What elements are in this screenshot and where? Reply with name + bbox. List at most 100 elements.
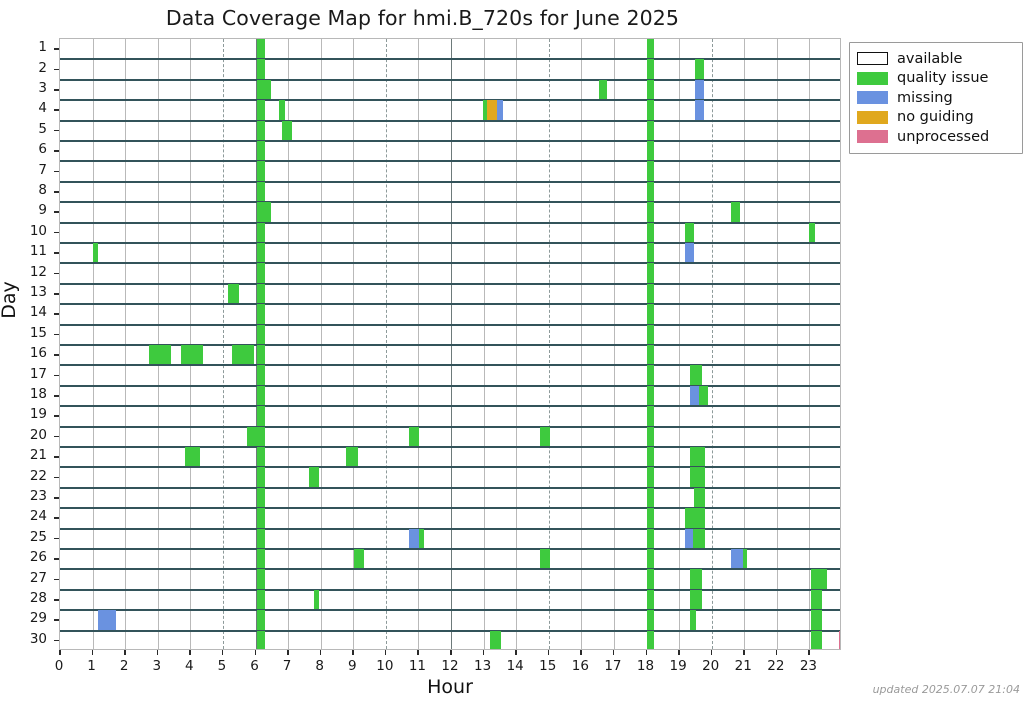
- coverage-cell: [409, 426, 420, 446]
- coverage-cell: [646, 100, 654, 120]
- legend-item[interactable]: available: [857, 49, 1014, 69]
- gridline-horizontal: [60, 262, 840, 265]
- x-axis-tick-mark: [287, 650, 289, 655]
- coverage-cell: [646, 610, 654, 630]
- coverage-cell: [646, 59, 654, 79]
- coverage-cell: [482, 100, 488, 120]
- y-axis-tick-label: 23: [29, 488, 47, 504]
- coverage-cell: [409, 528, 420, 548]
- coverage-cell: [257, 426, 266, 446]
- coverage-cell: [692, 528, 706, 548]
- x-axis-tick-label: 20: [702, 658, 720, 674]
- coverage-cell: [811, 630, 823, 649]
- y-axis-tick-label: 9: [38, 202, 47, 219]
- coverage-cell: [257, 569, 266, 589]
- legend-item[interactable]: quality issue: [857, 69, 1014, 89]
- x-axis-tick-mark: [808, 650, 810, 655]
- y-axis-tick-label: 5: [38, 120, 47, 137]
- coverage-cell: [185, 447, 201, 467]
- x-axis-tick-label: 23: [799, 658, 817, 674]
- y-axis-tick-mark: [54, 578, 59, 581]
- y-axis-tick-mark: [54, 211, 59, 213]
- coverage-cell: [257, 141, 266, 161]
- legend-item[interactable]: unprocessed: [857, 127, 1014, 147]
- y-axis-tick-label: 13: [29, 284, 47, 300]
- gridline-horizontal: [60, 344, 840, 346]
- x-axis-tick-label: 4: [185, 658, 194, 674]
- legend-swatch: [857, 110, 888, 124]
- gridline-horizontal: [60, 364, 840, 367]
- coverage-cell: [646, 222, 654, 242]
- heatmap-plot-area[interactable]: [59, 38, 841, 650]
- coverage-cell: [257, 365, 266, 385]
- coverage-cell: [257, 243, 266, 263]
- x-axis-tick-mark: [775, 650, 778, 655]
- legend-item[interactable]: no guiding: [857, 108, 1014, 128]
- coverage-cell: [646, 589, 654, 610]
- coverage-cell: [811, 569, 828, 589]
- coverage-cell: [646, 508, 654, 528]
- y-axis-tick-mark: [54, 619, 59, 621]
- coverage-cell: [257, 487, 266, 508]
- coverage-cell: [309, 467, 320, 487]
- coverage-cell: [646, 528, 654, 548]
- y-axis-tick-label: 11: [29, 243, 47, 260]
- gridline-horizontal: [60, 242, 840, 244]
- x-axis-tick-mark: [450, 650, 452, 655]
- y-axis-tick-label: 18: [29, 386, 47, 402]
- y-axis-tick-label: 12: [29, 263, 47, 280]
- y-axis-tick-label: 22: [29, 467, 47, 484]
- coverage-cell: [684, 222, 694, 242]
- coverage-cell: [646, 467, 654, 487]
- x-axis-tick-mark: [547, 650, 550, 655]
- legend-item[interactable]: missing: [857, 88, 1014, 108]
- coverage-cell: [646, 161, 654, 181]
- x-axis-tick-label: 14: [506, 658, 524, 674]
- gridline-horizontal: [60, 425, 840, 428]
- heatmap-canvas: [60, 39, 840, 649]
- legend-item-label: quality issue: [897, 70, 989, 86]
- gridline-horizontal: [60, 58, 840, 61]
- x-axis-tick-mark: [254, 650, 256, 655]
- coverage-cell: [646, 120, 654, 140]
- coverage-cell: [247, 426, 258, 446]
- x-axis-tick-label: 21: [734, 658, 752, 674]
- gridline-horizontal: [60, 588, 840, 591]
- coverage-cell: [646, 141, 654, 161]
- x-axis-tick-label: 2: [119, 658, 129, 674]
- x-axis-tick-mark: [743, 650, 745, 655]
- x-axis-tick-mark: [678, 650, 680, 655]
- coverage-cell: [684, 243, 694, 263]
- y-axis-tick-label: 27: [29, 569, 47, 586]
- coverage-cell: [257, 79, 272, 100]
- y-axis-tick-label: 29: [29, 610, 47, 627]
- coverage-cell: [257, 304, 266, 324]
- gridline-horizontal: [60, 201, 840, 204]
- y-axis-tick-label: 25: [29, 528, 47, 545]
- coverage-cell: [257, 202, 272, 222]
- gridline-horizontal: [60, 486, 840, 489]
- y-axis-tick-mark: [54, 68, 59, 71]
- y-axis-tick-label: 30: [29, 630, 47, 647]
- coverage-cell: [257, 345, 266, 365]
- x-axis-tick-mark: [189, 650, 191, 655]
- coverage-cell: [419, 528, 425, 548]
- y-axis-tick-mark: [54, 272, 59, 275]
- coverage-cell: [646, 549, 654, 569]
- x-axis-tick-label: 15: [539, 658, 557, 674]
- x-axis-tick-mark: [91, 650, 94, 655]
- coverage-cell: [257, 610, 266, 630]
- gridline-horizontal: [60, 221, 840, 224]
- x-axis-tick-label: 13: [473, 658, 492, 674]
- y-axis-tick-mark: [54, 48, 59, 50]
- x-axis-tick-mark: [156, 650, 159, 655]
- coverage-cell: [257, 508, 266, 528]
- legend-item-label: no guiding: [897, 109, 974, 125]
- coverage-cell: [731, 549, 743, 569]
- y-axis-tick-mark: [54, 395, 59, 397]
- coverage-cell: [695, 59, 705, 79]
- coverage-cell: [599, 79, 608, 100]
- coverage-cell: [227, 283, 239, 304]
- gridline-horizontal: [60, 180, 840, 183]
- coverage-cell: [257, 324, 266, 344]
